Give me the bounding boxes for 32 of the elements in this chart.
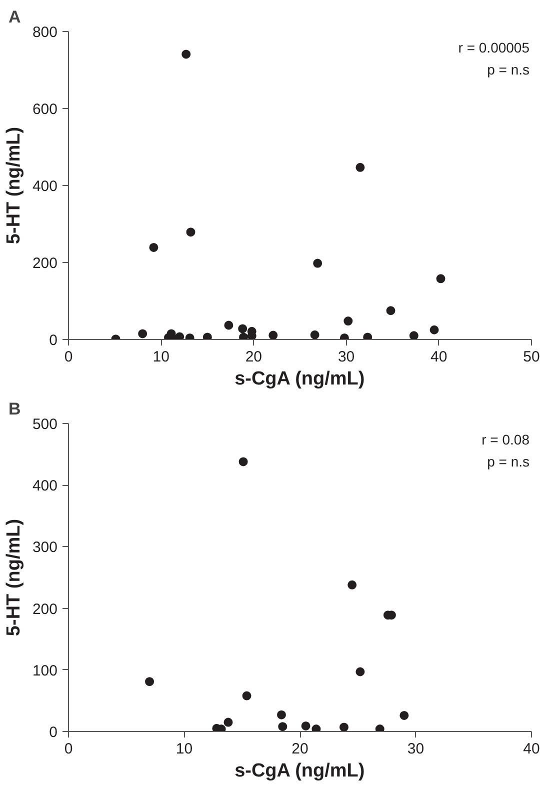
y-tick-label: 100: [32, 662, 58, 680]
chart-title: B: [8, 400, 21, 418]
y-tick-label: 500: [32, 416, 58, 433]
x-axis-title: s-CgA (ng/mL): [234, 368, 365, 390]
y-tick-label: 200: [32, 600, 58, 618]
x-tick-label: 40: [523, 740, 540, 758]
x-tick-label: 50: [523, 348, 540, 366]
y-tick-label: 200: [32, 255, 58, 272]
y-axis-title: 5-HT (ng/mL): [3, 518, 24, 636]
y-tick-label: 300: [32, 539, 58, 556]
x-tick-label: 0: [64, 740, 73, 758]
x-tick-label: 10: [152, 348, 170, 366]
x-tick-label: 30: [407, 740, 424, 758]
annotation: p = n.s: [487, 62, 530, 78]
x-tick-label: 40: [430, 348, 448, 366]
y-tick-label: 600: [32, 101, 58, 118]
x-tick-label: 30: [338, 348, 355, 366]
y-axis-title: 5-HT (ng/mL): [3, 126, 24, 244]
y-tick-label: 400: [32, 478, 58, 495]
x-tick-label: 20: [245, 348, 262, 366]
chart-title: A: [8, 8, 21, 26]
y-tick-label: 400: [32, 178, 58, 195]
annotation: p = n.s: [487, 454, 530, 470]
annotation: r = 0.00005: [458, 40, 530, 56]
y-tick-label: 0: [49, 724, 58, 741]
y-tick-label: 800: [32, 24, 58, 41]
x-tick-label: 10: [176, 740, 193, 758]
annotation: r = 0.08: [482, 432, 530, 448]
x-tick-label: 20: [292, 740, 308, 758]
y-tick-label: 0: [49, 332, 58, 349]
x-tick-label: 0: [64, 348, 73, 366]
x-axis-title: s-CgA (ng/mL): [234, 760, 365, 782]
